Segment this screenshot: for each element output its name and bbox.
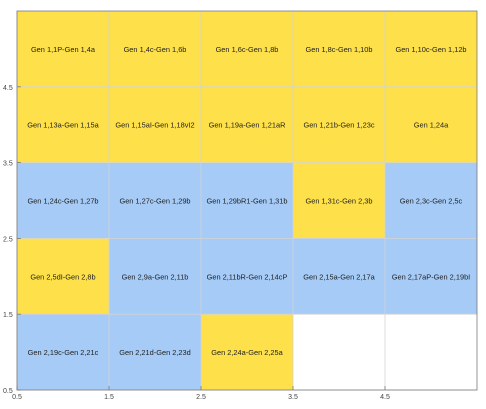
heatmap-cell — [293, 86, 385, 163]
heatmap-cell — [385, 238, 477, 315]
x-tick-label: 1.5 — [104, 394, 114, 401]
heatmap-cell — [17, 162, 109, 239]
x-tick-label: 3.5 — [288, 394, 298, 401]
cell-label: Gen 2,15a-Gen 2,17a — [303, 272, 375, 281]
heatmap-cell — [201, 238, 293, 315]
heatmap-cell — [109, 162, 201, 239]
heatmap-cell — [109, 11, 201, 87]
cell-labels-layer: Gen 1,1P-Gen 1,4a Gen 1,4c-Gen 1,6b Gen 1,… — [27, 45, 470, 357]
axes-frame — [16, 10, 478, 391]
cell-label: Gen 1,10c-Gen 1,12b — [395, 45, 466, 54]
cell-label: Gen 1,1P-Gen 1,4a — [31, 45, 96, 54]
y-tick-label: 3.5 — [3, 161, 13, 168]
heatmap-cell — [385, 162, 477, 239]
axis-layer: 0.5 1.5 2.5 3.5 4.5 0.5 1.5 2.5 3.5 4.5 — [3, 10, 478, 401]
cell-label: Gen 2,11bR-Gen 2,14cP — [207, 272, 288, 281]
x-tick-label: 2.5 — [196, 394, 206, 401]
cell-label: Gen 2,21d-Gen 2,23d — [119, 348, 191, 357]
heatmap-cell — [201, 86, 293, 163]
cell-label: Gen 1,4c-Gen 1,6b — [124, 45, 187, 54]
cell-label: Gen 2,24a-Gen 2,25a — [211, 348, 283, 357]
cells-layer — [17, 11, 477, 390]
cell-label: Gen 1,21b-Gen 1,23c — [303, 121, 374, 130]
heatmap-cell — [293, 238, 385, 315]
heatmap-cell — [17, 238, 109, 315]
cell-label: Gen 2,19c-Gen 2,21c — [28, 348, 99, 357]
heatmap-cell — [109, 238, 201, 315]
heatmap-cell — [201, 11, 293, 87]
cell-label: Gen 2,3c-Gen 2,5c — [400, 197, 463, 206]
heatmap-cell — [201, 314, 293, 390]
x-tick-label: 4.5 — [380, 394, 390, 401]
heatmap-cell — [293, 11, 385, 87]
heatmap-cell — [201, 162, 293, 239]
cell-label: Gen 1,15aI-Gen 1,18vI2 — [115, 121, 194, 130]
cell-label: Gen 2,5dI-Gen 2,8b — [30, 272, 95, 281]
x-tick-label: 0.5 — [12, 394, 22, 401]
cell-label: Gen 1,31c-Gen 2,3b — [306, 197, 373, 206]
y-tick-label: 2.5 — [3, 236, 13, 243]
heatmap-cell — [385, 86, 477, 163]
y-tick-label: 4.5 — [3, 85, 13, 92]
cell-label: Gen 2,9a-Gen 2,11b — [122, 272, 189, 281]
cell-label: Gen 1,29bR1-Gen 1,31b — [207, 197, 288, 206]
cell-label: Gen 1,13a-Gen 1,15a — [27, 121, 99, 130]
heatmap-cell — [109, 314, 201, 390]
cell-label: Gen 1,19a-Gen 1,21aR — [209, 121, 286, 130]
heatmap-cell — [17, 314, 109, 390]
y-tick-label: 1.5 — [3, 312, 13, 319]
heatmap-cell — [17, 11, 109, 87]
cell-label: Gen 1,8c-Gen 1,10b — [306, 45, 373, 54]
cell-label: Gen 2,17aP-Gen 2,19bI — [392, 272, 470, 281]
cell-label: Gen 1,27c-Gen 1,29b — [119, 197, 190, 206]
cell-label: Gen 1,6c-Gen 1,8b — [216, 45, 279, 54]
heatmap-cell — [109, 86, 201, 163]
cell-label: Gen 1,24a — [414, 121, 449, 130]
y-tick-label: 0.5 — [3, 388, 13, 395]
cell-label: Gen 1,24c-Gen 1,27b — [27, 197, 98, 206]
heatmap-cell — [17, 86, 109, 163]
heatmap-cell — [385, 11, 477, 87]
heatmap-cell — [293, 162, 385, 239]
